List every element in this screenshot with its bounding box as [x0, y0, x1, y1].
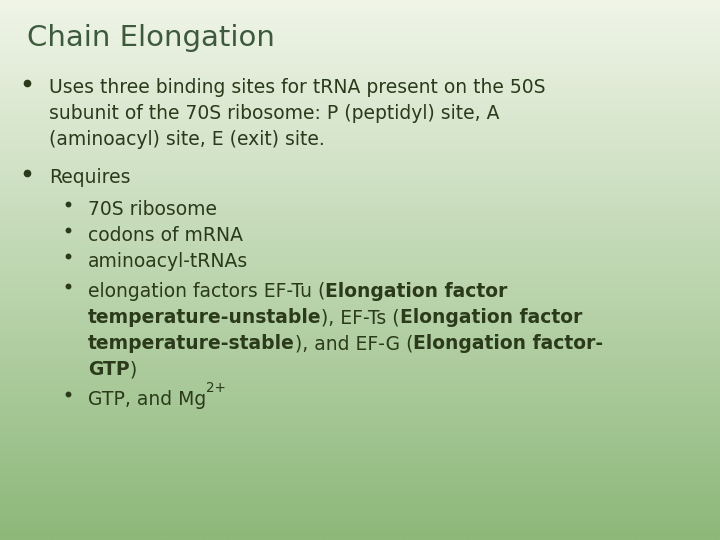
Text: Uses three binding sites for tRNA present on the 50S: Uses three binding sites for tRNA presen… [49, 78, 546, 97]
Text: ): ) [130, 360, 137, 379]
Text: GTP, and Mg: GTP, and Mg [88, 390, 206, 409]
Text: ), and EF-G (: ), and EF-G ( [294, 334, 413, 353]
Text: Requires: Requires [49, 168, 130, 187]
Text: Elongation factor-: Elongation factor- [413, 334, 603, 353]
Text: temperature-stable: temperature-stable [88, 334, 294, 353]
Text: subunit of the 70S ribosome: P (peptidyl) site, A: subunit of the 70S ribosome: P (peptidyl… [49, 104, 500, 123]
Text: GTP: GTP [88, 360, 130, 379]
Text: (aminoacyl) site, E (exit) site.: (aminoacyl) site, E (exit) site. [49, 130, 325, 150]
Text: Elongation factor: Elongation factor [400, 308, 582, 327]
Text: 2+: 2+ [206, 381, 226, 395]
Text: aminoacyl-tRNAs: aminoacyl-tRNAs [88, 252, 248, 271]
Text: 70S ribosome: 70S ribosome [88, 200, 217, 219]
Text: codons of mRNA: codons of mRNA [88, 226, 243, 245]
Text: Elongation factor: Elongation factor [325, 282, 508, 301]
Text: ), EF-Ts (: ), EF-Ts ( [321, 308, 400, 327]
Text: temperature-unstable: temperature-unstable [88, 308, 321, 327]
Text: elongation factors EF-Tu (: elongation factors EF-Tu ( [88, 282, 325, 301]
Text: Chain Elongation: Chain Elongation [27, 24, 275, 52]
